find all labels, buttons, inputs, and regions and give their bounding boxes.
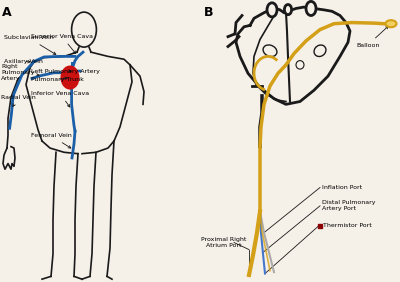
Text: Subclavian Vein: Subclavian Vein (4, 36, 56, 54)
Text: Pulmonary Trunk: Pulmonary Trunk (31, 77, 84, 82)
Ellipse shape (62, 67, 78, 89)
Text: Distal Pulmonary
Artery Port: Distal Pulmonary Artery Port (322, 201, 376, 211)
Text: Radial Vein: Radial Vein (1, 95, 36, 106)
Text: Superior Vena Cava: Superior Vena Cava (31, 34, 93, 54)
Text: Femoral Vein: Femoral Vein (31, 133, 72, 148)
Text: Inflation Port: Inflation Port (322, 185, 362, 190)
Text: Left Pulmonary Artery: Left Pulmonary Artery (31, 69, 100, 74)
Text: Axillary Vein: Axillary Vein (4, 59, 43, 64)
Text: Right
Pulmonary
Artery: Right Pulmonary Artery (1, 65, 39, 81)
Text: Proximal Right
Atrium Port: Proximal Right Atrium Port (201, 237, 247, 248)
Circle shape (284, 5, 292, 15)
Ellipse shape (386, 20, 396, 27)
Text: Balloon: Balloon (356, 26, 388, 48)
Text: B: B (204, 6, 214, 19)
Text: Inferior Vena Cava: Inferior Vena Cava (31, 91, 89, 107)
Circle shape (267, 3, 277, 17)
Text: A: A (2, 6, 12, 19)
Text: Thermistor Port: Thermistor Port (323, 223, 372, 228)
Circle shape (306, 1, 316, 16)
